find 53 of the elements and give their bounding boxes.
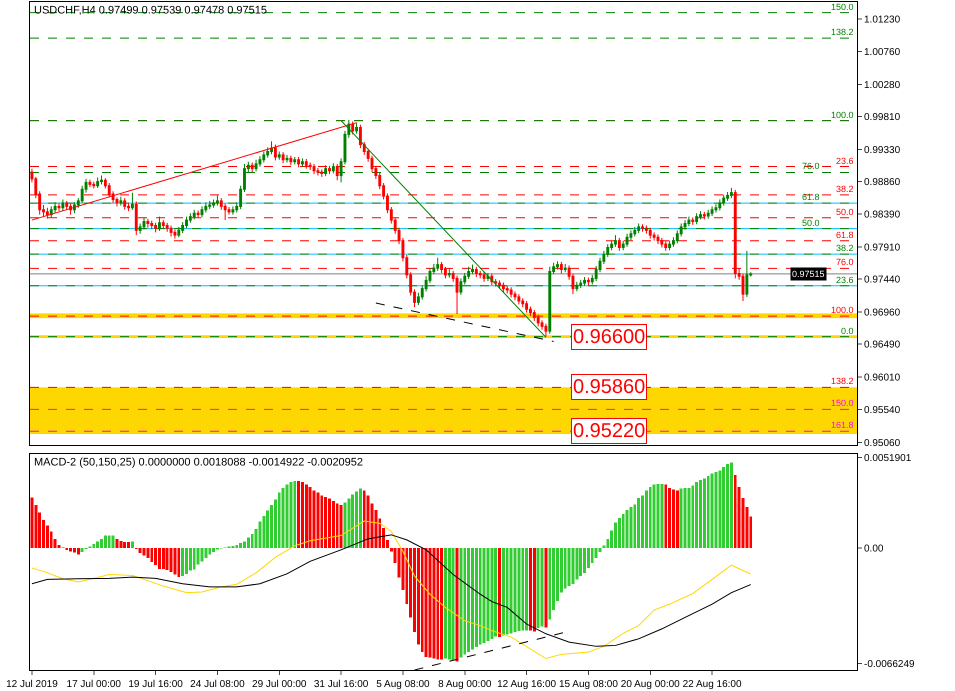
annotation: 61.8 [802, 192, 820, 202]
x-tick-label: 19 Jul 16:00 [128, 679, 184, 690]
x-tick-label: 22 Aug 16:00 [682, 679, 742, 690]
x-tick-label: 12 Jul 2019 [6, 679, 58, 690]
annotation: 61.8 [836, 230, 854, 240]
annotation: 0.0 [841, 326, 854, 336]
annotation: 38.2 [836, 243, 854, 253]
annotation: 100.0 [831, 110, 854, 120]
y-tick-label: 0.97910 [864, 242, 901, 254]
annotation: 100.0 [831, 305, 854, 315]
x-tick-label: 5 Aug 08:00 [376, 679, 430, 690]
ref-line-label: 0.97515 [792, 269, 825, 279]
y-tick-label: 0.0051901 [864, 453, 912, 464]
x-tick-label: 20 Aug 00:00 [620, 679, 680, 690]
chart-title: USDCHF,H4 0.97499 0.97539 0.97478 0.97515 [34, 4, 268, 17]
x-tick-label: 24 Jul 08:00 [190, 679, 246, 690]
y-tick-label: 0.96490 [864, 340, 901, 351]
y-tick-label: 0.96010 [864, 372, 901, 384]
annotation: 76.0 [836, 257, 854, 267]
annotation: 150.0 [831, 398, 854, 408]
y-tick-label: 0.00 [864, 544, 884, 555]
x-tick-label: 29 Jul 00:00 [252, 679, 307, 690]
x-tick-label: 31 Jul 16:00 [314, 679, 369, 690]
x-tick-label: 12 Aug 16:00 [497, 679, 556, 690]
y-tick-label: 0.99810 [864, 112, 901, 124]
y-tick-label: 0.98860 [864, 177, 901, 188]
y-tick-label: 0.96960 [864, 307, 901, 318]
y-tick-label: -0.0066249 [864, 658, 916, 670]
annotation: 76.0 [802, 161, 820, 171]
x-tick-label: 8 Aug 00:00 [438, 679, 492, 690]
y-tick-label: 0.99330 [864, 144, 901, 156]
y-tick-label: 0.95540 [864, 404, 901, 416]
annotation: 50.0 [802, 218, 820, 228]
annotation: 23.6 [836, 275, 854, 285]
y-tick-label: 0.97440 [864, 274, 901, 286]
annotation: 161.8 [831, 420, 854, 430]
annotation: 38.2 [836, 184, 854, 194]
annotation: 138.2 [831, 376, 854, 386]
y-tick-label: 0.95060 [864, 438, 901, 449]
annotation: 150.0 [831, 2, 854, 12]
y-tick-label: 0.98390 [864, 209, 901, 220]
ref-line-label: 0.95860 [573, 376, 646, 398]
ref-line-label: 0.95220 [573, 420, 646, 442]
annotation: 50.0 [836, 207, 854, 217]
annotation: 138.2 [831, 27, 854, 37]
y-tick-label: 1.00760 [864, 46, 901, 58]
x-tick-label: 15 Aug 08:00 [558, 679, 618, 690]
annotation: 23.6 [836, 156, 854, 166]
ref-line-label: 0.96600 [573, 326, 646, 348]
chart-title: MACD-2 (50,150,25) 0.0000000 0.0018088 -0.0014922 -0.0020952 [34, 456, 364, 469]
x-tick-label: 17 Jul 00:00 [66, 679, 122, 690]
y-tick-label: 1.00280 [864, 80, 901, 91]
y-tick-label: 1.01230 [864, 14, 901, 26]
